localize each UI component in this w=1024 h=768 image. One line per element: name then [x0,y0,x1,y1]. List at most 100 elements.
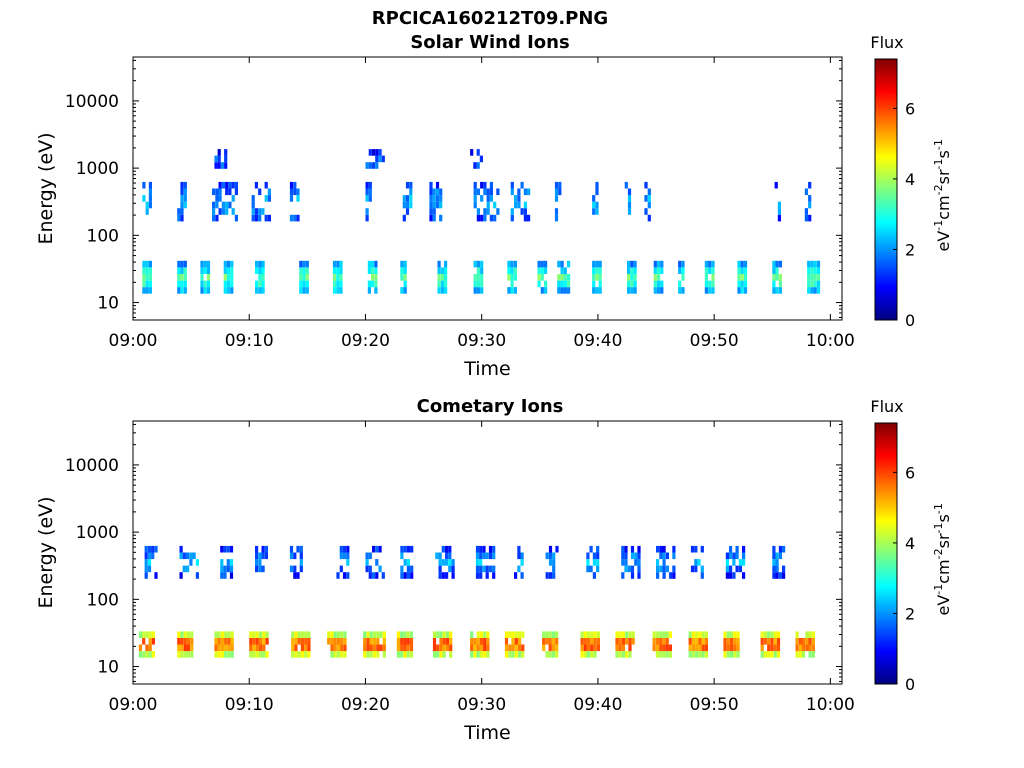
flux-cell [371,260,375,268]
flux-cell [740,280,744,288]
flux-cell [598,260,602,268]
flux-cell [778,280,782,288]
flux-cell [223,565,227,573]
flux-cell [234,188,238,196]
flux-cell [429,181,433,189]
flux-cell [183,280,187,288]
flux-cell [742,559,746,566]
flux-cell [511,644,515,652]
flux-cell [473,638,477,645]
flux-cell [662,552,666,560]
flux-cell [555,545,559,553]
flux-cell [148,267,152,274]
flux-cell [595,181,599,189]
flux-cell [736,644,740,652]
flux-cell [508,644,512,652]
flux-cell [363,631,367,638]
flux-cell [400,651,404,658]
flux-cell [200,274,204,281]
flux-cell [772,552,776,560]
flux-cell [551,638,556,645]
flux-cell [775,260,779,268]
flux-cell [229,565,234,573]
flux-cell [224,631,228,638]
flux-cell [773,631,777,638]
flux-cell [586,552,590,560]
flux-cell [327,638,331,645]
flux-cell [374,287,378,294]
flux-cell [195,572,199,579]
flux-cell [206,267,211,274]
flux-cell [299,559,303,566]
flux-cell [662,651,666,658]
x-tick-label: 09:30 [457,695,506,715]
y-tick-label: 10 [97,658,119,678]
flux-cell [510,274,514,281]
flux-cell [587,644,591,652]
flux-cell [802,651,806,658]
flux-cell [540,287,544,294]
flux-cell [190,638,194,645]
flux-cell [234,181,238,189]
flux-cell [802,638,806,645]
flux-cell [772,559,776,566]
flux-cell [557,287,561,294]
flux-cell [627,260,631,268]
y-tick-label: 10000 [65,92,119,112]
flux-cell [476,638,480,645]
flux-cell [583,651,587,658]
flux-cell [228,181,232,189]
flux-cell [138,631,142,638]
flux-cell [342,572,347,579]
flux-cell [206,260,211,268]
flux-cell [261,280,265,288]
flux-cell [382,631,386,638]
flux-cell [655,638,659,645]
flux-cell [445,545,449,553]
flux-cell [483,638,487,645]
flux-cell [449,631,453,638]
flux-cell [596,644,600,652]
flux-cell [772,545,776,553]
flux-cell [223,280,227,288]
flux-cell [483,631,487,638]
flux-cell [517,565,521,573]
flux-cell [778,545,782,553]
flux-cell [444,280,448,288]
flux-cell [518,638,522,645]
flux-cell [652,631,656,638]
flux-cell [647,188,651,196]
flux-cell [218,208,222,215]
flux-cell [294,651,298,658]
flux-cell [590,651,594,658]
flux-cell [580,644,584,652]
flux-cell [627,267,631,274]
flux-cell [628,644,632,652]
x-axis: 09:00 09:10 09:20 09:30 09:40 09:50 10:00 [109,57,855,351]
flux-cell [660,280,664,288]
flux-cell [808,638,812,645]
flux-cell [504,631,509,638]
flux-cell [473,188,477,196]
flux-cell [177,638,181,645]
flux-cell [711,260,715,268]
flux-cell [729,572,733,579]
colorbar-tick-label: 2 [905,604,915,623]
flux-cell [691,651,695,658]
flux-cell [738,565,742,573]
flux-cell [343,638,347,645]
flux-cell [518,644,522,652]
flux-cell [782,572,786,579]
flux-cell [230,280,234,288]
flux-cell [690,565,695,573]
flux-cell [548,552,553,560]
flux-cell [448,552,452,560]
flux-cell [439,214,443,222]
flux-cell [145,260,149,268]
flux-cell [435,188,440,196]
flux-cell [148,195,152,202]
flux-cell [436,644,440,652]
flux-cell [662,565,666,573]
flux-cell [590,638,594,645]
flux-cell [297,638,301,645]
